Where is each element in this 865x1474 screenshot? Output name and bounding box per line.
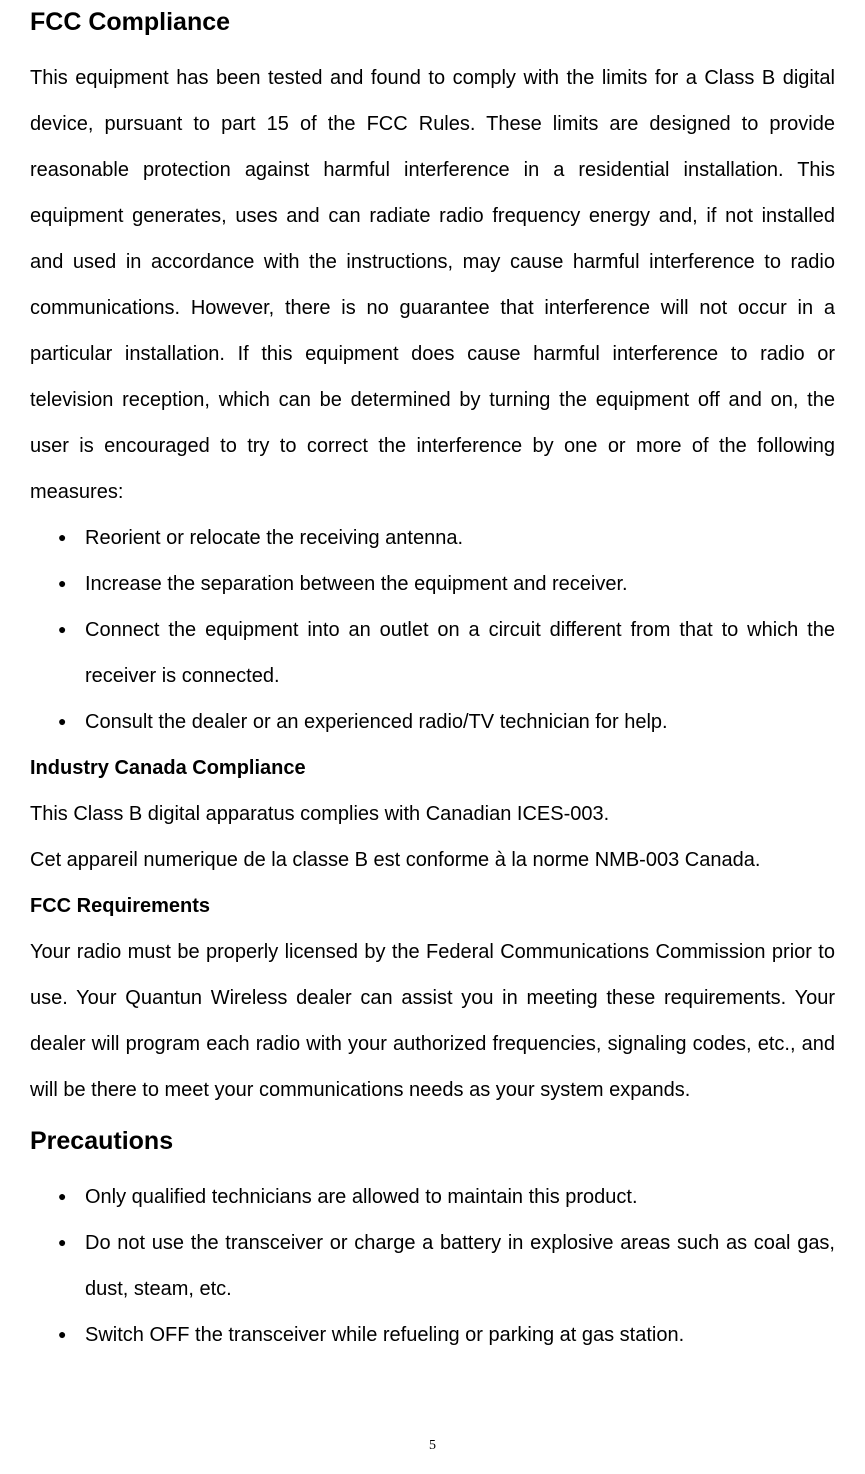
precautions-heading: Precautions: [30, 1127, 835, 1156]
list-item: Reorient or relocate the receiving anten…: [30, 515, 835, 561]
industry-canada-heading: Industry Canada Compliance: [30, 745, 835, 791]
document-content: FCC Compliance This equipment has been t…: [30, 0, 835, 1358]
list-item: Switch OFF the transceiver while refueli…: [30, 1312, 835, 1358]
fcc-compliance-bullets: Reorient or relocate the receiving anten…: [30, 515, 835, 745]
industry-canada-line2: Cet appareil numerique de la classe B es…: [30, 837, 835, 883]
fcc-compliance-body: This equipment has been tested and found…: [30, 55, 835, 515]
fcc-compliance-heading: FCC Compliance: [30, 8, 835, 37]
precautions-bullets: Only qualified technicians are allowed t…: [30, 1174, 835, 1358]
list-item: Increase the separation between the equi…: [30, 561, 835, 607]
list-item: Consult the dealer or an experienced rad…: [30, 699, 835, 745]
fcc-requirements-heading: FCC Requirements: [30, 883, 835, 929]
list-item: Do not use the transceiver or charge a b…: [30, 1220, 835, 1312]
fcc-requirements-body: Your radio must be properly licensed by …: [30, 929, 835, 1113]
list-item: Only qualified technicians are allowed t…: [30, 1174, 835, 1220]
page-number: 5: [0, 1438, 865, 1454]
industry-canada-line1: This Class B digital apparatus complies …: [30, 791, 835, 837]
list-item: Connect the equipment into an outlet on …: [30, 607, 835, 699]
